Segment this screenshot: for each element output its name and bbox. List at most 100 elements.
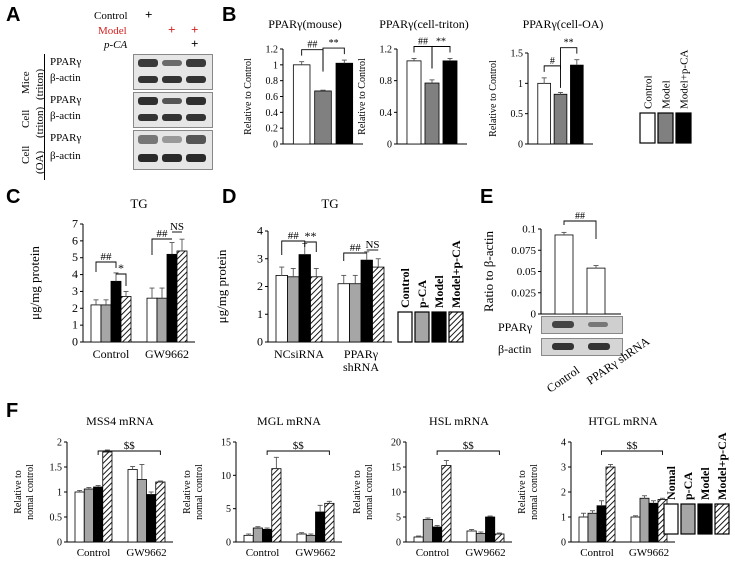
B1-sig-2-label: ** [329, 38, 339, 49]
F1-title: MSS4 mRNA [86, 414, 154, 428]
B1-sig-2 [322, 47, 345, 71]
B1-ytick-label: 0.2 [266, 124, 279, 135]
F3-sig-1-label: $$ [463, 440, 475, 452]
F2-title: MGL mRNA [257, 414, 321, 428]
D-title: TG [321, 196, 338, 211]
blot-e-actin [541, 338, 623, 356]
F2-ytick-label: 15 [221, 438, 231, 449]
D-bar-0-0 [275, 274, 288, 343]
legend-b-label-0: Control [643, 75, 655, 109]
B1-ytick-label: 0.4 [266, 108, 279, 119]
F3-group-label-2: GW9662 [465, 547, 505, 559]
F1-ytick-label: 1.5 [50, 463, 63, 474]
C-ytick-label: 2 [72, 301, 78, 315]
F1-bar-1-1 [136, 479, 147, 543]
F1-bar-0-2 [93, 486, 104, 543]
B2-ylabel: Relative to Control [357, 58, 368, 135]
D-group-label-2b: shRNA [343, 360, 379, 374]
legend-d-swatch-2 [431, 311, 447, 343]
blot-e-ppar [541, 316, 623, 334]
C-bar-1-2 [166, 253, 178, 343]
E-ytick-label: 0 [531, 309, 537, 321]
F2-bar-1-0 [296, 533, 307, 543]
legend-f-swatch-2 [697, 503, 713, 535]
legend-f-swatch-3 [714, 503, 730, 535]
D-sig-3-label: ## [350, 242, 362, 254]
C-sig-4-label: NS [170, 221, 184, 233]
F1-group-label-1: Control [77, 547, 111, 559]
E-ytick-label: 0.05 [517, 266, 537, 278]
F3-ylabel-2: nomal control [364, 464, 375, 520]
legend-f-label-2: Model [698, 467, 712, 500]
F1-ytick-label: 2 [57, 438, 62, 449]
B2-ytick-label: 0.8 [380, 76, 393, 87]
legend-d-label-0: Control [398, 268, 412, 308]
E-bar-0 [554, 234, 574, 315]
E-ytick-label: 0.025 [511, 287, 536, 299]
B1-ytick-label: 0.6 [266, 92, 279, 103]
F3-bar-1-2 [485, 516, 496, 543]
legend-b-label-2: Model+p-CA [679, 50, 691, 109]
legend-d-swatch-0 [397, 311, 413, 343]
D-sig-2 [304, 241, 317, 252]
F2-bar-1-3 [324, 502, 335, 543]
panel-label-f: F [6, 400, 19, 422]
D-ytick-label: 2 [257, 279, 263, 293]
E-ylabel: Ratio to β-actin [481, 231, 496, 312]
F4-ylabel-2: nomal control [529, 464, 540, 520]
F3-sig-1 [436, 450, 500, 455]
F2-bar-0-0 [243, 534, 254, 543]
F3-bar-1-0 [466, 530, 477, 543]
B3-bar-2 [570, 64, 584, 145]
C-group-label-2: GW9662 [145, 347, 189, 361]
F4-title: HTGL mRNA [588, 414, 658, 428]
B2-sig-2 [431, 46, 451, 69]
B2-ytick-label: 0.4 [380, 108, 393, 119]
condition-pca: p-CA [104, 39, 128, 51]
plus-model-2: + [191, 22, 199, 37]
F3-ytick-label: 0 [396, 538, 401, 549]
F1-ytick-label: 0 [57, 538, 62, 549]
D-ytick-label: 4 [257, 224, 263, 238]
B3-ytick-label: 0 [518, 140, 523, 151]
B3-bar-1 [553, 93, 568, 145]
B2-sig-1-label: ## [418, 37, 428, 48]
E-ytick-label: 0.075 [511, 245, 536, 257]
F4-bar-1-1 [639, 497, 650, 543]
B3-sig-2-label: ** [564, 38, 574, 49]
F2-bar-1-2 [315, 511, 326, 543]
blot-mice [133, 54, 213, 90]
C-bar-1-1 [156, 297, 168, 343]
D-sig-2-label: ** [305, 229, 317, 243]
B3-ytick-label: 0.5 [511, 109, 524, 120]
legend-d-label-2: Model [432, 275, 446, 308]
B2-sig-2-label: ** [436, 37, 446, 48]
F4-bar-0-3 [605, 466, 616, 543]
C-bar-0-3 [120, 296, 132, 343]
B1-ytick-label: 0.8 [266, 76, 279, 87]
panel-label-c: C [6, 186, 21, 208]
C-bar-1-0 [146, 297, 158, 343]
F1-bar-0-1 [83, 488, 94, 543]
F4-bar-0-0 [578, 516, 589, 543]
F2-ytick-label: 0 [226, 538, 231, 549]
F2-bar-0-3 [271, 468, 282, 543]
D-sig-1-label: ## [288, 230, 300, 242]
F2-sig-1-label: $$ [293, 440, 305, 452]
B3-ylabel: Relative to Control [488, 60, 499, 137]
F1-bar-1-0 [127, 469, 138, 543]
F3-ytick-label: 20 [391, 438, 401, 449]
B3-ytick-label: 1.5 [511, 49, 524, 60]
D-bar-1-1 [349, 283, 362, 343]
C-bar-0-0 [90, 304, 102, 343]
legend-b-label-1: Model [661, 80, 673, 109]
condition-control: Control [94, 10, 128, 22]
F2-ylabel-1: Relative to [182, 470, 193, 514]
D-group-label-2: PPARγ [344, 347, 379, 361]
F4-sig-1-label: $$ [627, 440, 639, 452]
F2-bar-0-2 [262, 528, 273, 543]
D-bar-0-3 [310, 276, 323, 343]
F3-bar-0-0 [413, 536, 424, 543]
D-sig-1 [281, 240, 306, 255]
